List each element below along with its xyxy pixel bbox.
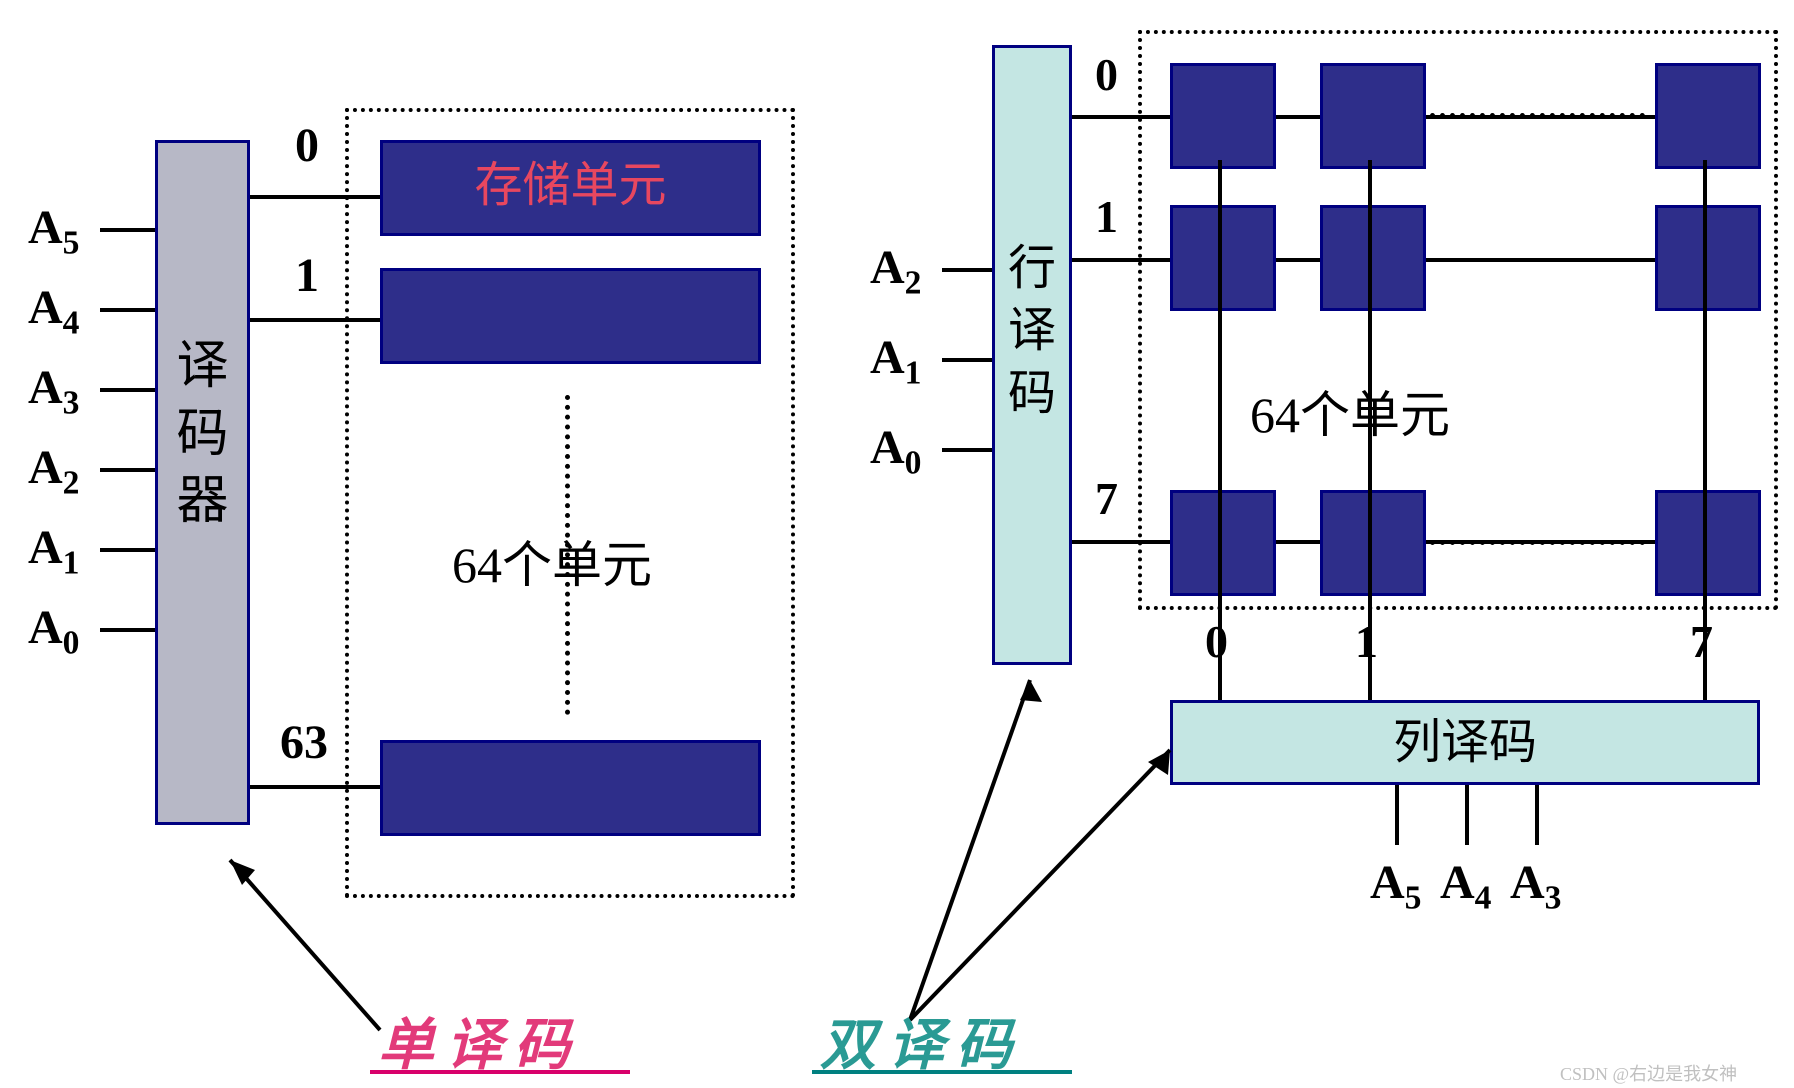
right-row-line [942, 448, 992, 452]
row-label-1: 1 [1095, 190, 1118, 243]
right-row-line [942, 268, 992, 272]
left-input-line [100, 628, 155, 632]
left-input-a5: A5 [28, 200, 79, 263]
storage-cell-0: 存储单元 [380, 140, 761, 236]
col-in-line [1535, 785, 1539, 845]
left-input-a2: A2 [28, 440, 79, 503]
single-underline [370, 1070, 630, 1074]
col-in-line [1395, 785, 1399, 845]
storage-cell-label: 存储单元 [474, 159, 666, 212]
grid-cell [1655, 205, 1761, 311]
left-out-1: 1 [295, 248, 319, 303]
left-out-63: 63 [280, 715, 328, 770]
storage-cell-63 [380, 740, 761, 836]
right-row-input-a0: A0 [870, 420, 921, 483]
left-input-a3: A3 [28, 360, 79, 423]
grid-cell [1655, 490, 1761, 596]
right-row-input-a1: A1 [870, 330, 921, 393]
grid-cell [1170, 205, 1276, 311]
left-input-line [100, 548, 155, 552]
grid-dots-h [1430, 113, 1645, 118]
left-center-label: 64个单元 [452, 525, 652, 597]
left-input-a1: A1 [28, 520, 79, 583]
col-input-a5: A5 [1370, 855, 1421, 918]
left-input-line [100, 228, 155, 232]
watermark: CSDN @右边是我女神 [1560, 1060, 1737, 1086]
left-decoder: 译码器 [155, 140, 250, 825]
left-input-line [100, 468, 155, 472]
col-in-line [1465, 785, 1469, 845]
col-label-1: 1 [1355, 615, 1378, 668]
left-decoder-label: 译码器 [158, 333, 247, 536]
col-label-7: 7 [1690, 615, 1713, 668]
right-row-input-a2: A2 [870, 240, 921, 303]
double-caption: 双译码 [820, 1000, 1024, 1081]
row-decoder-label: 行译码 [995, 238, 1069, 425]
right-arrows [870, 670, 1190, 1040]
left-input-line [100, 388, 155, 392]
left-out-0: 0 [295, 118, 319, 173]
double-underline [812, 1070, 1072, 1074]
storage-cell-1 [380, 268, 761, 364]
left-input-a0: A0 [28, 600, 79, 663]
grid-cell [1320, 490, 1426, 596]
col-decoder-label: 列译码 [1393, 716, 1537, 769]
left-input-line [100, 308, 155, 312]
col-decoder: 列译码 [1170, 700, 1760, 785]
single-caption: 单译码 [378, 1000, 582, 1081]
grid-cell [1170, 63, 1276, 169]
grid-dots-h [1430, 540, 1645, 545]
grid-cell [1655, 63, 1761, 169]
left-input-a4: A4 [28, 280, 79, 343]
row-label-7: 7 [1095, 472, 1118, 525]
col-input-a4: A4 [1440, 855, 1491, 918]
grid-cell [1320, 63, 1426, 169]
right-center-label: 64个单元 [1250, 375, 1450, 447]
row-decoder: 行译码 [992, 45, 1072, 665]
col-input-a3: A3 [1510, 855, 1561, 918]
right-row-line [942, 358, 992, 362]
grid-cell [1170, 490, 1276, 596]
col-label-0: 0 [1205, 615, 1228, 668]
grid-cell [1320, 205, 1426, 311]
row-label-0: 0 [1095, 48, 1118, 101]
